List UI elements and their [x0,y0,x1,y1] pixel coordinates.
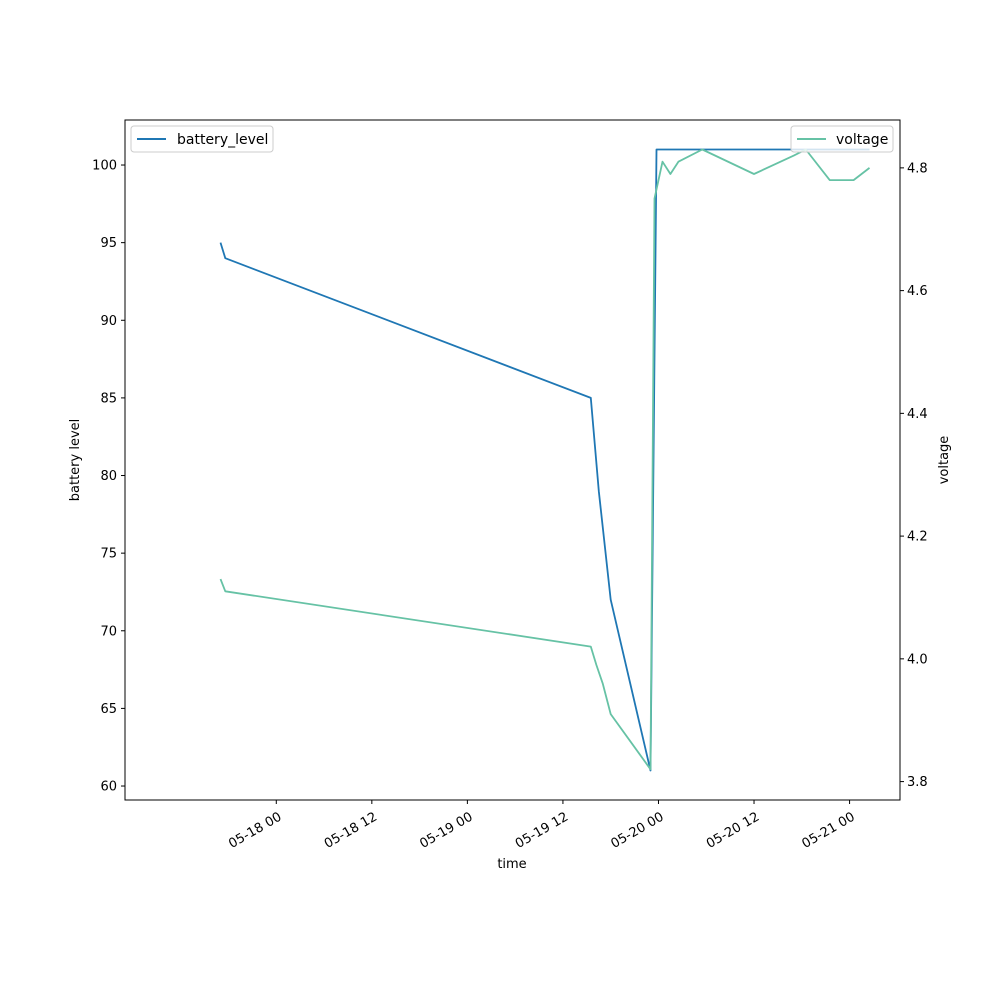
legend-left-box [130,125,274,153]
plot-frame [124,119,901,801]
y-left-tick-label: 100 [92,159,117,174]
y-axis-left: 60 65 70 75 80 85 90 95 100 [92,159,125,795]
series-line-voltage [219,148,871,771]
legend-right-box [790,125,894,153]
series-layer [219,148,871,772]
y-left-tick-label: 90 [100,314,117,329]
x-axis-label: time [497,857,526,872]
y-axis-right-label: voltage [937,436,952,485]
y-left-tick-label: 95 [100,236,117,251]
y-right-tick-label: 4.4 [907,407,928,422]
y-left-tick-label: 60 [100,780,117,795]
y-right-tick-label: 4.6 [907,284,928,299]
y-axis-left-label: battery level [68,419,83,502]
y-axis-right: 3.8 4.0 4.2 4.4 4.6 4.8 [900,161,928,790]
y-left-tick-label: 70 [100,624,117,639]
series-line-battery-level [219,148,870,772]
y-left-tick-label: 80 [100,469,117,484]
legend-left: battery_level [130,125,274,153]
legend-right: voltage [790,125,894,153]
y-left-tick-label: 75 [100,547,117,562]
y-right-tick-label: 3.8 [907,775,928,790]
y-right-tick-label: 4.8 [907,161,928,176]
y-left-tick-label: 85 [100,391,117,406]
y-left-tick-label: 65 [100,702,117,717]
y-right-tick-label: 4.0 [907,652,928,667]
y-right-tick-label: 4.2 [907,530,928,545]
legend-left-label: battery_level [177,132,268,148]
legend-right-label: voltage [836,132,888,148]
